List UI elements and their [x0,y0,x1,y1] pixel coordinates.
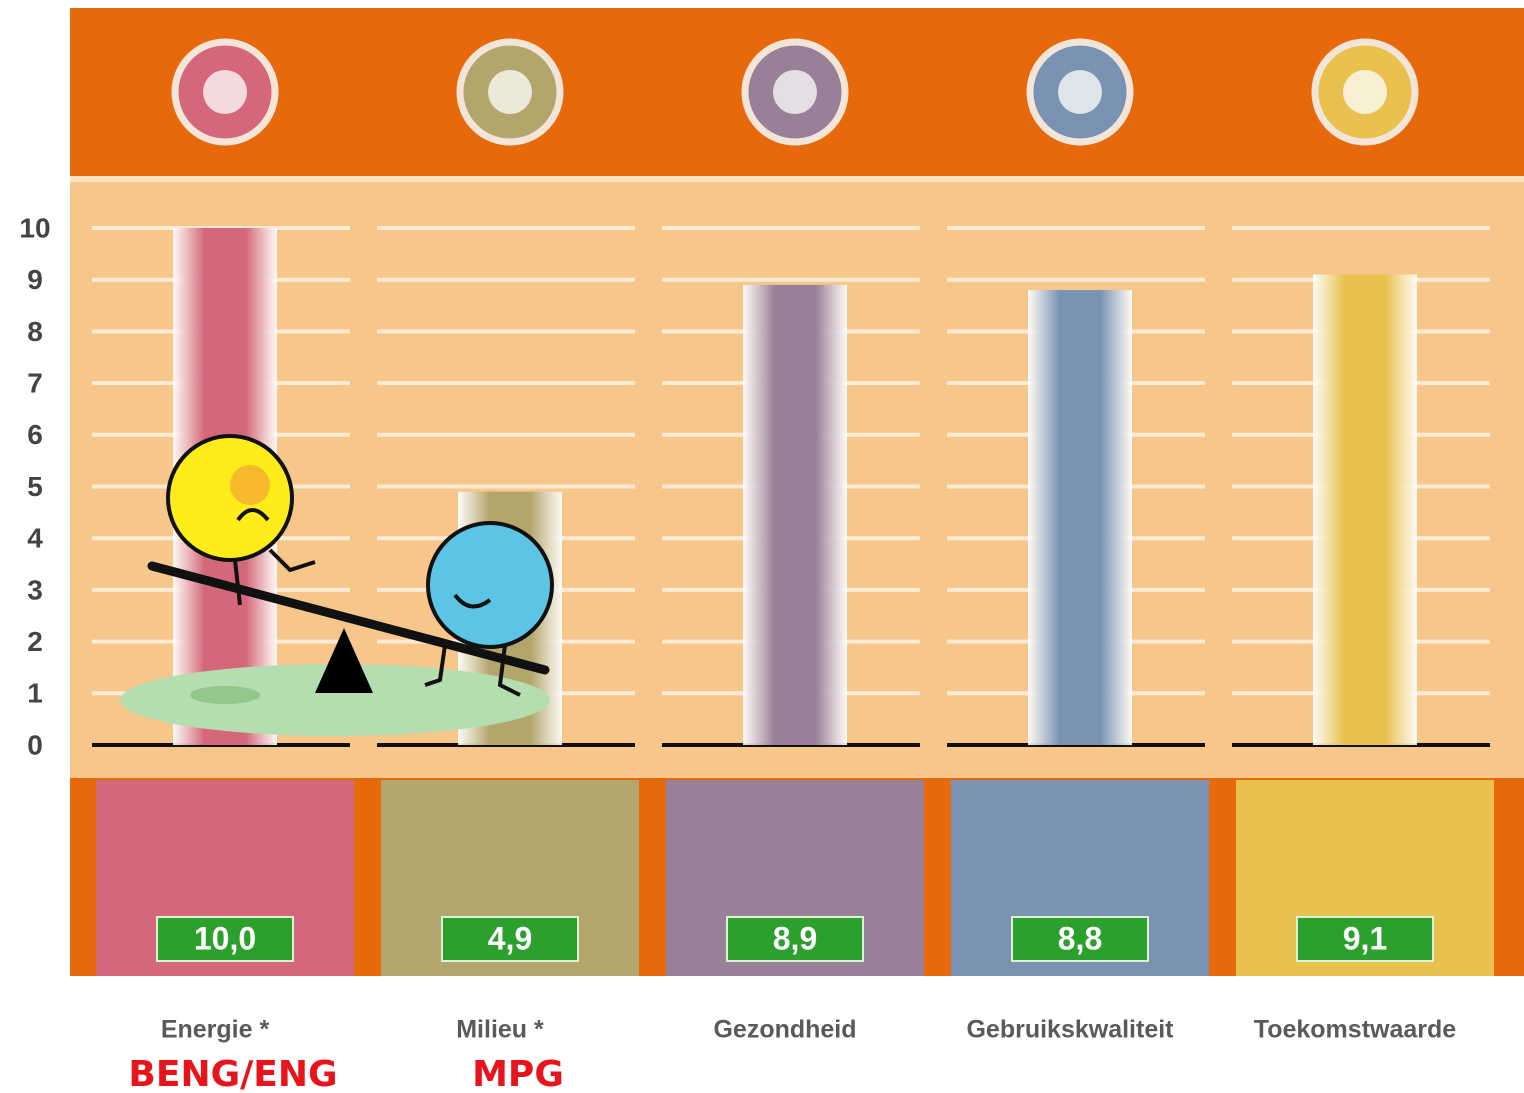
bar [1028,290,1132,745]
category-icon-inner [488,70,532,114]
y-tick-label: 2 [27,626,43,657]
value-label: 4,9 [488,920,532,956]
y-tick-label: 4 [27,523,43,554]
value-label: 9,1 [1343,920,1387,956]
header-edge [70,176,1524,182]
chart: 0 1 2 3 4 5 6 7 8 9 10 10,0 Energie * 4,9 Milieu * 8,9 G… [0,0,1524,1093]
y-tick-label: 10 [19,212,50,243]
category-label: Milieu * [456,1016,544,1044]
yellow-face [168,436,292,560]
category-label: Toekomstwaarde [1254,1016,1456,1044]
category-icon-inner [1343,70,1387,114]
blue-face [428,523,552,647]
category-icon-inner [203,70,247,114]
y-tick-label: 1 [27,678,43,709]
y-tick-label: 0 [27,729,43,760]
bar [1313,275,1417,745]
y-tick-label: 3 [27,574,43,605]
category-label: Energie * [161,1016,270,1044]
y-tick-label: 9 [27,264,43,295]
category-label: Gezondheid [713,1016,856,1044]
category-icon-inner [1058,70,1102,114]
annotation: BENG/ENG [128,1054,337,1093]
bar [743,285,847,745]
grass-spot [190,686,260,704]
category-label: Gebruikskwaliteit [966,1016,1174,1044]
value-label: 8,9 [773,920,817,956]
category-icon-inner [773,70,817,114]
y-tick-label: 5 [27,471,43,502]
annotation: MPG [472,1054,564,1093]
y-tick-label: 7 [27,367,43,398]
y-tick-label: 6 [27,419,43,450]
cheek [230,465,270,505]
value-label: 10,0 [194,920,256,956]
y-tick-label: 8 [27,316,43,347]
value-label: 8,8 [1058,920,1102,956]
